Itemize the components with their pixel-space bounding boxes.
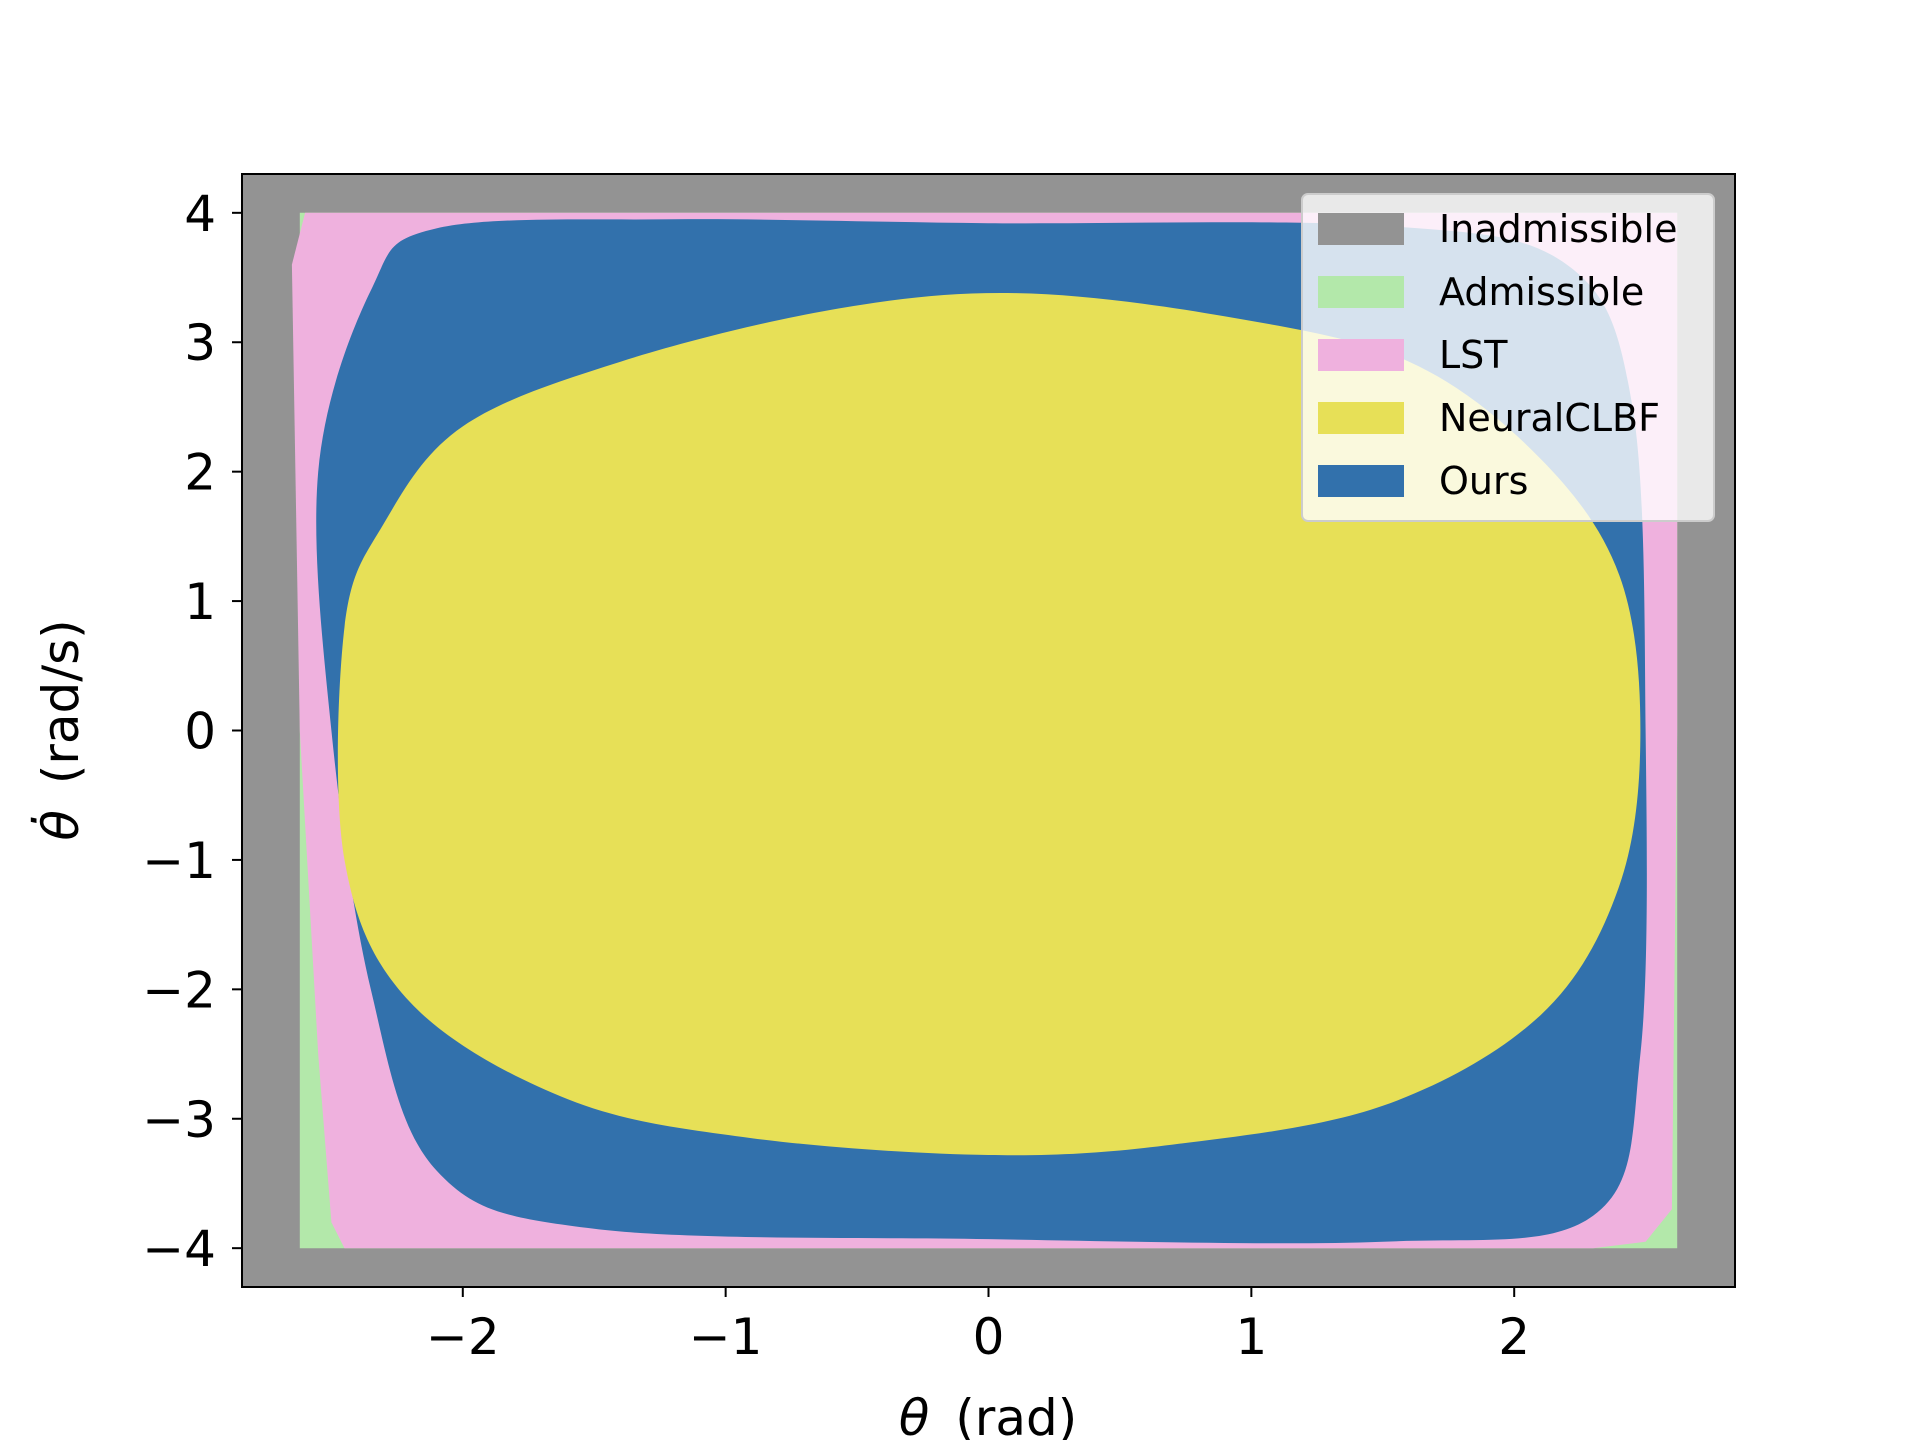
legend-label-ours: Ours — [1439, 459, 1528, 503]
x-axis-label-text: (rad) — [955, 1389, 1077, 1440]
y-tick-label: 3 — [184, 314, 216, 372]
x-axis-ticks: −2 −1 0 1 2 — [426, 1287, 1530, 1366]
legend-label-admissible: Admissible — [1439, 270, 1644, 314]
y-tick-label: −4 — [142, 1220, 216, 1278]
x-tick-label: 2 — [1498, 1308, 1530, 1366]
y-axis-label: θ̇ (rad/s) — [31, 619, 90, 840]
legend-box — [1301, 193, 1715, 522]
y-tick-label: −3 — [142, 1091, 216, 1149]
y-tick-label: 1 — [184, 573, 216, 631]
legend-swatch-admissible — [1318, 276, 1404, 308]
y-tick-label: 2 — [184, 444, 216, 502]
x-tick-label: −2 — [426, 1308, 500, 1366]
legend-swatch-lst — [1318, 339, 1404, 371]
x-tick-label: 1 — [1235, 1308, 1267, 1366]
legend-swatch-inadmissible — [1318, 213, 1404, 245]
y-tick-label: 0 — [184, 703, 216, 761]
x-axis-label: θ (rad) — [899, 1389, 1077, 1440]
legend-label-neuralclbf: NeuralCLBF — [1439, 396, 1660, 440]
legend-swatch-ours — [1318, 465, 1404, 497]
legend-swatch-neuralclbf — [1318, 402, 1404, 434]
y-axis-label-text: (rad/s) — [32, 619, 90, 784]
y-axis-symbol: θ̇ — [31, 810, 90, 841]
x-axis-symbol: θ — [899, 1389, 930, 1440]
legend-label-lst: LST — [1439, 333, 1508, 377]
y-tick-label: 4 — [184, 185, 216, 243]
legend: Inadmissible Admissible LST NeuralCLBF Ours — [1301, 193, 1715, 522]
x-tick-label: −1 — [689, 1308, 763, 1366]
y-tick-label: −1 — [142, 832, 216, 890]
legend-label-inadmissible: Inadmissible — [1439, 207, 1677, 251]
y-tick-label: −2 — [142, 961, 216, 1019]
y-axis-ticks: 4 3 2 1 0 −1 −2 −3 −4 — [142, 185, 242, 1278]
x-tick-label: 0 — [973, 1308, 1005, 1366]
